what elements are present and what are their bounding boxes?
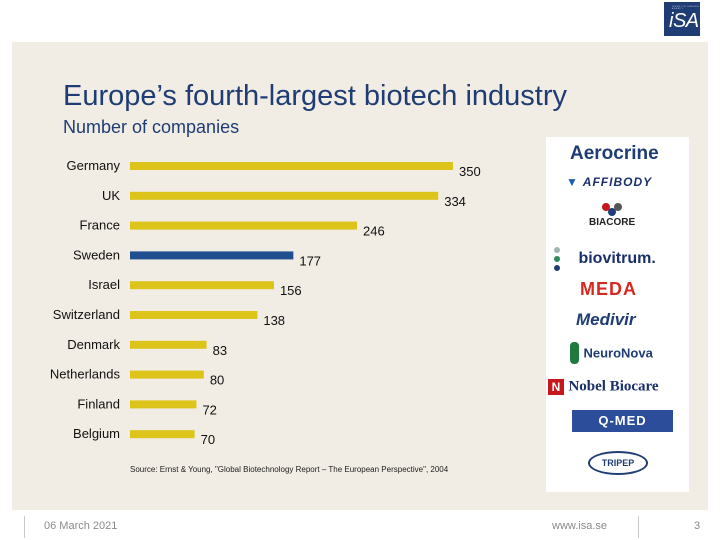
bar-finland xyxy=(130,400,197,409)
top-bar xyxy=(0,0,720,38)
value-label-sweden: 177 xyxy=(299,253,321,268)
category-label-france: France xyxy=(80,218,120,233)
bar-denmark xyxy=(130,340,207,349)
value-label-uk: 334 xyxy=(444,194,466,209)
neuronova-mark-icon xyxy=(570,342,579,364)
logo-biovitrum: biovitrum. xyxy=(554,247,656,271)
affibody-mark-icon: ▼ xyxy=(566,175,579,189)
category-label-switzerland: Switzerland xyxy=(53,307,120,322)
logo-aerocrine: Aerocrine xyxy=(570,143,659,164)
nobel-biocare-mark-icon: N xyxy=(548,378,564,395)
isa-logo-text: iSA xyxy=(669,10,699,32)
category-label-israel: Israel xyxy=(88,277,120,292)
bar-france xyxy=(130,221,358,230)
source-note: Source: Ernst & Young, "Global Biotechno… xyxy=(130,465,449,474)
bar-germany xyxy=(130,162,453,170)
logo-tripep: TRIPEP xyxy=(588,451,648,475)
bar-sweden xyxy=(130,251,294,260)
footer-page-number: 3 xyxy=(694,520,701,532)
logo-meda: MEDA xyxy=(580,279,637,299)
isa-logo-small-text: INVEST IN SWEDEN AGENCY xyxy=(672,6,700,10)
value-label-switzerland: 138 xyxy=(263,313,285,328)
category-label-germany: Germany xyxy=(67,158,121,173)
bar-netherlands xyxy=(130,370,204,379)
value-label-germany: 350 xyxy=(459,164,481,179)
slide-title: Europe’s fourth-largest biotech industry xyxy=(63,80,568,112)
category-label-finland: Finland xyxy=(77,396,120,411)
value-label-denmark: 83 xyxy=(213,343,227,358)
category-label-uk: UK xyxy=(102,188,120,203)
bar-belgium xyxy=(130,430,195,439)
logo-nobel-biocare: N Nobel Biocare xyxy=(548,378,659,396)
category-label-sweden: Sweden xyxy=(73,247,120,262)
footer-date: 06 March 2021 xyxy=(44,520,118,532)
company-logos-panel: Aerocrine ▼ AFFIBODY BIACORE biovitrum. … xyxy=(546,137,689,492)
bar-israel xyxy=(130,281,274,290)
logo-medivir: Medivir xyxy=(576,310,636,329)
logo-biacore: BIACORE xyxy=(589,203,635,228)
value-label-finland: 72 xyxy=(202,402,216,417)
category-label-netherlands: Netherlands xyxy=(50,367,121,382)
value-label-belgium: 70 xyxy=(201,432,215,447)
slide-subtitle: Number of companies xyxy=(63,117,240,137)
footer-divider-left xyxy=(24,516,25,538)
biovitrum-dots-icon xyxy=(554,247,562,271)
value-label-france: 246 xyxy=(363,224,385,239)
biacore-mark-icon xyxy=(602,203,623,217)
category-label-belgium: Belgium xyxy=(73,426,120,441)
bar-switzerland xyxy=(130,311,258,319)
isa-logo: INVEST IN SWEDEN AGENCY iSA xyxy=(664,2,700,36)
footer-divider-right xyxy=(638,516,639,538)
footer-url: www.isa.se xyxy=(552,520,608,532)
value-label-israel: 156 xyxy=(280,283,302,298)
category-label-denmark: Denmark xyxy=(67,337,120,352)
logo-neuronova: NeuroNova xyxy=(570,342,653,364)
bar-uk xyxy=(130,191,439,200)
value-label-netherlands: 80 xyxy=(210,373,224,388)
logo-affibody: ▼ AFFIBODY xyxy=(566,175,653,189)
logo-q-med: Q-MED xyxy=(572,410,673,432)
